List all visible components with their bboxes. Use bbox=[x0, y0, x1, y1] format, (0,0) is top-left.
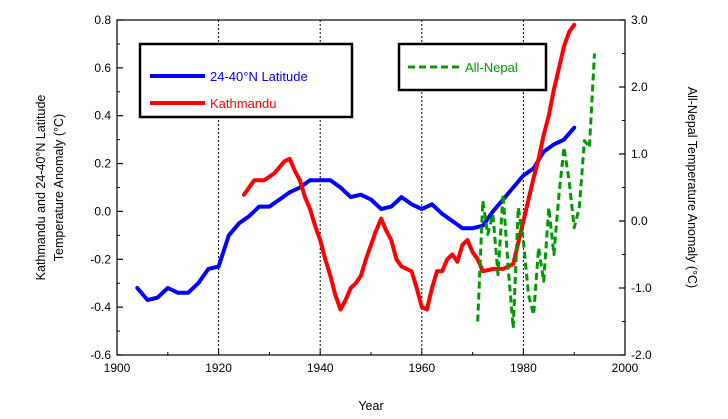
y-left-tick-label: -0.4 bbox=[90, 300, 111, 314]
y-right-tick-label: 1.0 bbox=[631, 147, 648, 161]
x-axis-title: Year bbox=[358, 399, 383, 413]
y-right-tick-label: 0.0 bbox=[631, 214, 648, 228]
y-left-tick-label: 0.4 bbox=[94, 109, 111, 123]
y-left-tick-label: 0.0 bbox=[94, 204, 111, 218]
x-tick-label: 1980 bbox=[510, 361, 537, 375]
x-tick-label: 1960 bbox=[408, 361, 435, 375]
y-right-tick-label: -1.0 bbox=[631, 281, 652, 295]
legend-label-latitude: 24-40°N Latitude bbox=[210, 69, 308, 84]
y-right-tick-label: 3.0 bbox=[631, 13, 648, 27]
y-right-tick-label: -2.0 bbox=[631, 348, 652, 362]
y-left-axis-title-line1: Kathmandu and 24-40°N Latitude bbox=[34, 95, 48, 281]
y-right-tick-label: 2.0 bbox=[631, 80, 648, 94]
y-left-axis-title-line2: Temperature Anomaly (°C) bbox=[52, 114, 66, 261]
legend-label-all-nepal: All-Nepal bbox=[465, 60, 518, 75]
y-right-axis-title: All-Nepal Temperature Anomaly (°C) bbox=[685, 87, 699, 288]
series-line-all-nepal bbox=[476, 53, 596, 330]
y-left-tick-label: 0.8 bbox=[94, 13, 111, 27]
legend-label-kathmandu: Kathmandu bbox=[210, 96, 277, 111]
x-tick-label: 1920 bbox=[205, 361, 232, 375]
y-left-tick-label: -0.2 bbox=[90, 252, 111, 266]
y-left-tick-label: 0.6 bbox=[94, 61, 111, 75]
y-left-tick-label: -0.6 bbox=[90, 348, 111, 362]
series-line-kathmandu bbox=[242, 22, 577, 312]
x-tick-label: 1940 bbox=[307, 361, 334, 375]
y-left-tick-label: 0.2 bbox=[94, 157, 111, 171]
x-tick-label: 1900 bbox=[104, 361, 131, 375]
x-tick-label: 2000 bbox=[612, 361, 639, 375]
